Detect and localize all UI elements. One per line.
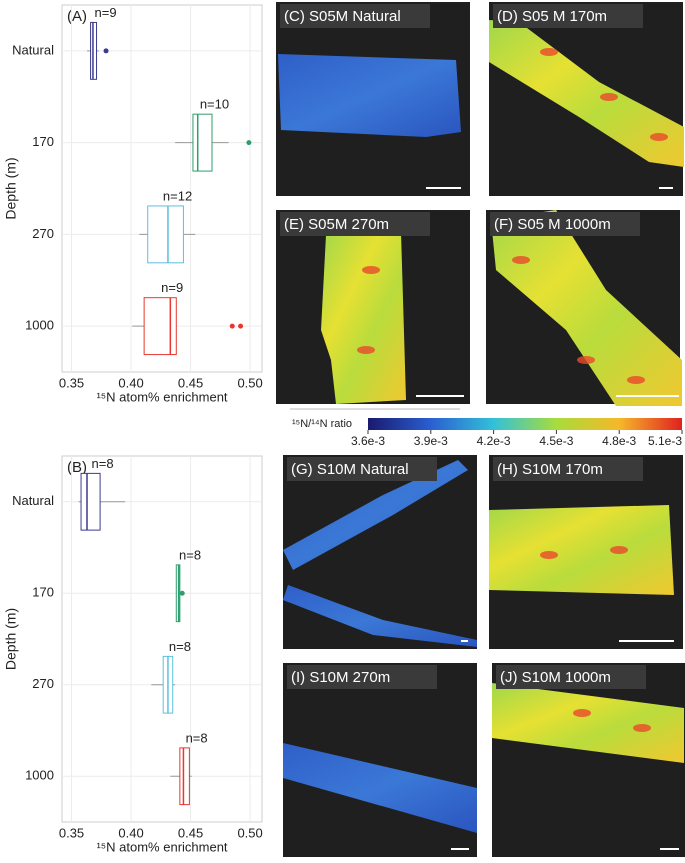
y-axis-label: Depth (m) [3,608,19,670]
y-tick-label: 270 [32,226,54,241]
colorbar-label: ¹⁵N/¹⁴N ratio [292,418,352,430]
plot-frame [61,4,263,373]
image-panel: (H) S10M 170m [489,455,683,649]
y-tick-label: 170 [32,134,54,149]
colorbar-tick-label: 5.1e-3 [648,434,682,448]
x-axis-label: ¹⁵N atom% enrichment [96,839,227,854]
image-panel: (C) S05M Natural [276,2,470,196]
colorbar-tick-label: 4.5e-3 [539,434,573,448]
colorbar-tick-label: 3.6e-3 [351,434,385,448]
outlier [238,323,244,329]
outlier [179,590,185,596]
outlier [229,323,235,329]
panel-label: (H) S10M 170m [497,461,603,478]
image-panel: (D) S05 M 170m [489,2,684,196]
sample-region [283,743,477,833]
x-tick-label: 0.40 [118,825,143,840]
y-tick-label: Natural [12,493,54,508]
hotspot [650,133,668,141]
outlier [103,48,109,54]
count-label: n=8 [92,456,114,471]
label-box [287,457,437,481]
y-tick-label: 1000 [25,768,54,783]
label-box [493,4,643,28]
sample-region [321,232,406,404]
sample-region [491,210,682,406]
hotspot [540,48,558,56]
label-box [496,665,646,689]
hotspot [573,709,591,717]
x-tick-label: 0.45 [178,825,203,840]
sample-region [283,460,468,570]
box [147,205,184,264]
label-box [280,4,430,28]
hotspot [627,376,645,384]
count-label: n=10 [200,97,229,112]
panel-title: (A) [67,8,87,25]
x-tick-label: 0.35 [59,825,84,840]
hotspot [577,356,595,364]
panel-label: (J) S10M 1000m [500,669,611,686]
image-panel: (J) S10M 1000m [492,663,685,857]
hotspot [633,724,651,732]
panel-label: (I) S10M 270m [291,669,390,686]
box [179,747,190,806]
colorbar-tick-label: 3.9e-3 [414,434,448,448]
count-label: n=8 [186,730,208,745]
image-panel: (I) S10M 270m [283,663,477,857]
count-label: n=8 [179,547,201,562]
outlier [246,140,252,146]
image-panel: (G) S10M Natural [283,455,477,649]
count-label: n=9 [161,280,183,295]
y-tick-label: 270 [32,676,54,691]
label-box [287,665,437,689]
panel-label: (E) S05M 270m [284,216,389,233]
panel-label: (F) S05 M 1000m [494,216,611,233]
x-axis-label: ¹⁵N atom% enrichment [96,389,227,404]
hotspot [362,266,380,274]
count-label: n=9 [95,5,117,20]
hotspot [600,93,618,101]
sample-region [492,683,684,763]
box [143,297,177,356]
plot-frame [61,455,263,823]
colorbar [368,418,682,430]
x-tick-label: 0.45 [178,375,203,390]
y-tick-label: Natural [12,42,54,57]
count-label: n=12 [163,188,192,203]
sample-region [489,20,684,167]
hotspot [540,551,558,559]
panel-label: (C) S05M Natural [284,8,401,25]
sample-region [489,505,674,595]
panel-label: (D) S05 M 170m [497,8,607,25]
box [192,113,213,172]
hotspot [610,546,628,554]
colorbar-tick-label: 4.8e-3 [602,434,636,448]
count-label: n=8 [169,639,191,654]
box [80,472,101,531]
image-panel: (E) S05M 270m [276,210,470,404]
x-tick-label: 0.50 [237,825,262,840]
x-tick-label: 0.50 [237,375,262,390]
x-tick-label: 0.35 [59,375,84,390]
y-tick-label: 1000 [25,318,54,333]
y-axis-label: Depth (m) [3,157,19,219]
label-box [280,212,430,236]
y-tick-label: 170 [32,585,54,600]
sample-region [278,54,461,137]
sample-region [283,585,477,647]
label-box [490,212,640,236]
hotspot [512,256,530,264]
x-tick-label: 0.40 [118,375,143,390]
hotspot [357,346,375,354]
label-box [493,457,643,481]
panel-label: (G) S10M Natural [291,461,409,478]
colorbar-tick-label: 4.2e-3 [477,434,511,448]
image-panel: (F) S05 M 1000m [486,210,682,406]
